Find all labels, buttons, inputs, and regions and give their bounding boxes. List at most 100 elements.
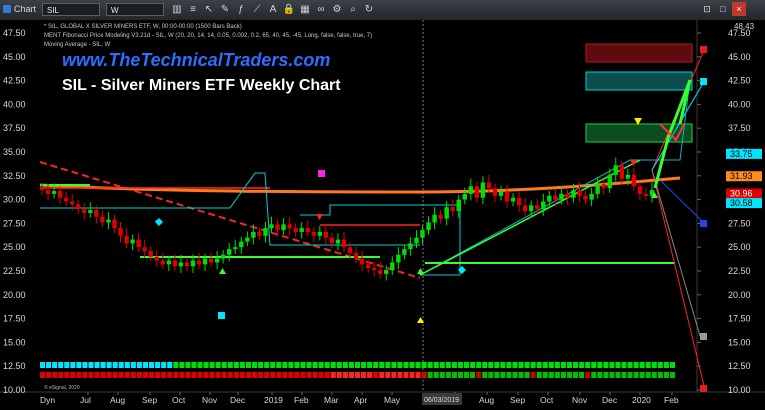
signal-bar-top [488,362,494,368]
signal-bar-bottom [136,372,142,378]
candle-body [172,260,178,267]
signal-bar-top [379,362,385,368]
target-zone-cyan [585,71,693,91]
signal-bar-top [161,362,167,368]
date-tick-label: Nov [572,395,588,405]
candle-body [329,237,335,244]
signal-bar-bottom [482,372,488,378]
chart-menu-label[interactable]: Chart [14,4,37,14]
candle-body [462,193,467,200]
settings-icon[interactable]: ⚙ [332,4,342,15]
candle-body [136,239,141,248]
candle-body [577,190,582,196]
candle-body [510,197,516,202]
signal-bar-top [433,362,439,368]
maximize-icon[interactable]: □ [720,4,726,14]
price-tick-label: 27.50 [728,218,751,228]
grid-icon[interactable]: ▦ [300,4,310,15]
lock-icon[interactable]: 🔒 [282,4,296,15]
info-line-3: Moving Average - SIL, W [44,42,111,48]
signal-bar-bottom [470,372,476,378]
dyn-label[interactable]: Dyn [40,395,55,405]
candle-body [426,222,431,231]
candle-body [474,186,480,198]
signal-bar-top [70,362,76,368]
signal-bar-bottom [573,372,579,378]
candle-body [281,224,286,231]
study-icon[interactable]: ƒ [238,4,244,15]
signal-bar-top [609,362,615,368]
signal-bar-bottom [415,372,421,378]
signal-bar-bottom [403,372,409,378]
cursor-icon[interactable]: ↖ [204,4,214,15]
candle-body [45,190,51,194]
candle-body [124,235,129,244]
info-line-1: * SIL, GLOBAL X SILVER MINERS ETF, W, 00… [44,24,242,30]
date-tick-label: Sep [142,395,157,405]
pin-icon[interactable]: ⊡ [703,4,711,14]
list-icon[interactable]: ≡ [190,4,196,15]
signal-bar-top [245,362,251,368]
signal-bar-top [573,362,579,368]
signal-bar-top [94,362,100,368]
candle-body [571,190,576,198]
candle-body [287,224,292,229]
candle-body [94,210,99,217]
chart-menu-icon[interactable] [3,5,11,13]
candle-body [619,165,625,179]
text-icon[interactable]: A [269,4,277,15]
price-marker-box [726,188,762,199]
symbol-input[interactable]: SIL [42,3,100,16]
signal-bar-top [554,362,560,368]
bar-chart-icon[interactable]: ▥ [172,4,182,15]
price-tick-label-left: 42.50 [3,76,26,86]
candle-body [112,219,117,229]
date-axis: JulAugSepOctNovDec2019FebMarAprMayJulAug… [80,392,679,405]
price-chart[interactable]: * SIL, GLOBAL X SILVER MINERS ETF, W, 00… [0,20,765,410]
signal-bar-top [494,362,500,368]
signal-bar-bottom [500,372,506,378]
top-value: 48.43 [734,22,755,31]
signal-bar-top [548,362,554,368]
draw-icon[interactable]: ⟋ [253,4,261,15]
interval-input[interactable]: W [106,3,164,16]
yellow-up-marker-1 [417,317,424,323]
candle-body [220,254,226,259]
signal-bar-top [130,362,136,368]
candle-body [414,237,419,244]
signal-bar-bottom [239,372,245,378]
signal-bar-top [270,362,276,368]
signal-bar-top [409,362,415,368]
close-icon[interactable]: × [732,2,746,16]
signal-bar-top [506,362,512,368]
signal-bar-top [627,362,633,368]
link-icon[interactable]: ∞ [317,4,325,15]
candle-body [553,195,558,200]
candle-body [384,270,389,274]
signal-bar-bottom [203,372,209,378]
candle-body [516,197,522,206]
signal-bar-top [191,362,197,368]
signal-bar-top [155,362,161,368]
pencil-icon[interactable]: ✎ [220,4,230,15]
signal-bar-top [603,362,609,368]
signal-bar-top [361,362,367,368]
signal-bar-top [470,362,476,368]
signal-bar-top [500,362,506,368]
signal-bar-bottom [566,372,573,378]
date-tick-label: Oct [172,395,186,405]
candle-body [184,262,190,267]
signal-bar-bottom [409,372,415,378]
signal-bar-bottom [367,372,373,378]
candle-body [643,193,649,196]
signal-bar-bottom [306,372,312,378]
refresh-icon[interactable]: ↻ [364,4,374,15]
price-marker-label: 30.58 [730,198,753,208]
zoom-icon[interactable]: ⌕ [350,4,356,15]
signal-bar-top [585,362,591,368]
price-tick-label: 47.50 [728,28,751,38]
date-tick-label: Mar [324,395,339,405]
candle-body [214,258,220,263]
signal-bar-top [76,362,82,368]
candles-layer [39,157,655,281]
